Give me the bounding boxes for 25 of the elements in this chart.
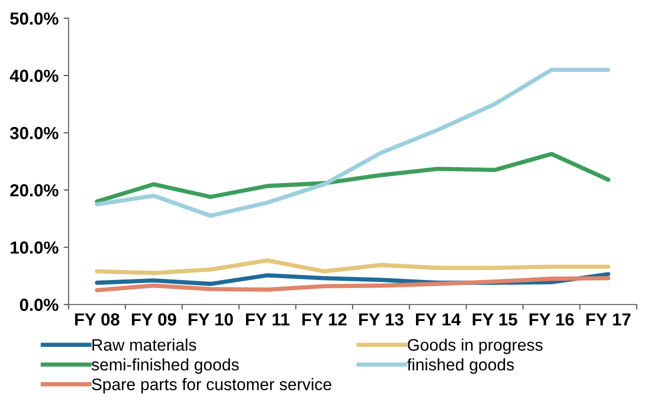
y-tick-label: 20.0% <box>10 184 58 196</box>
legend-label: Goods in progress <box>408 338 543 354</box>
legend-label: Raw materials <box>92 338 196 351</box>
legend-label: finished goods <box>407 358 514 374</box>
line-series <box>94 276 610 292</box>
x-tick-label: FY 11 <box>246 313 290 326</box>
x-tick-label: FY 16 <box>530 313 574 326</box>
y-tick-label: 40.0% <box>10 70 58 82</box>
y-tick-label: 50.0% <box>10 12 58 25</box>
x-tick-label: FY 10 <box>188 313 233 326</box>
x-tick-label: FY 15 <box>472 313 518 326</box>
x-tick-label: FY 08 <box>75 313 120 326</box>
line-series <box>94 68 610 218</box>
y-tick-label: 0.0% <box>20 298 58 311</box>
x-tick-label: FY 13 <box>359 313 404 326</box>
line-series <box>94 258 610 276</box>
legend-label: Spare parts for customer service <box>92 378 332 394</box>
y-tick-label: 10.0% <box>10 241 58 254</box>
x-tick-label: FY 12 <box>302 313 347 326</box>
x-tick-label: FY 17 <box>586 313 631 326</box>
line-series <box>94 152 610 204</box>
y-tick-label: 30.0% <box>10 126 58 140</box>
x-tick-label: FY 14 <box>416 313 461 326</box>
legend-label: semi-finished goods <box>92 358 239 374</box>
x-tick-label: FY 09 <box>132 313 176 326</box>
